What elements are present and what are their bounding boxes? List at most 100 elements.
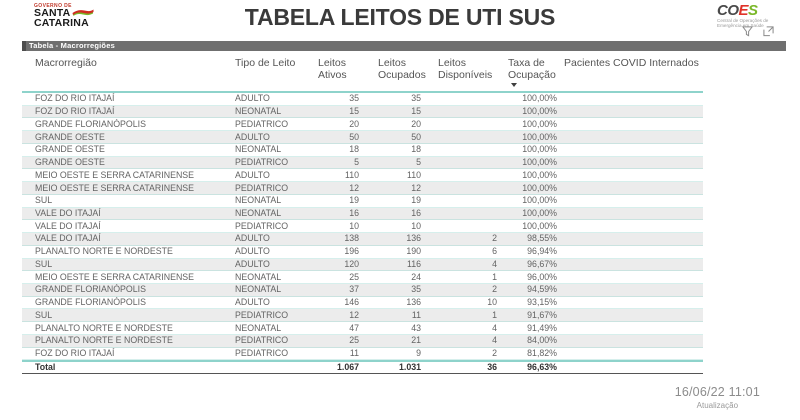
table-row[interactable]: PLANALTO NORTE E NORDESTE ADULTO 196 190…	[22, 246, 703, 259]
cell-taxa-de-ocupacao: 96,94%	[527, 246, 557, 257]
table-row[interactable]: MEIO OESTE E SERRA CATARINENSE ADULTO 11…	[22, 169, 703, 183]
column-header-taxa-label: Taxa de Ocupação	[508, 57, 556, 81]
cell-macrorregiao: PLANALTO NORTE E NORDESTE	[35, 246, 173, 257]
coes-wordmark: COES	[717, 3, 775, 18]
cell-leitos-ativos: 196	[344, 246, 359, 257]
cell-leitos-ativos: 138	[344, 233, 359, 244]
cell-leitos-ativos: 50	[349, 131, 359, 142]
table-row[interactable]: FOZ DO RIO ITAJAÍ NEONATAL 15 15 100,00%	[22, 105, 703, 119]
table-row[interactable]: GRANDE OESTE NEONATAL 18 18 100,00%	[22, 144, 703, 157]
table-row[interactable]: PLANALTO NORTE E NORDESTE PEDIATRICO 25 …	[22, 334, 703, 348]
table-row[interactable]: MEIO OESTE E SERRA CATARINENSE NEONATAL …	[22, 271, 703, 285]
cell-taxa-de-ocupacao: 98,55%	[527, 233, 557, 244]
governo-santa-catarina-logo: GOVERNO DE SANTA CATARINA	[34, 3, 124, 28]
column-header-macrorregiao[interactable]: Macrorregião	[35, 57, 97, 69]
cell-tipo-de-leito: PEDIATRICO	[235, 348, 289, 359]
cell-leitos-ativos: 12	[349, 182, 359, 193]
cell-macrorregiao: VALE DO ITAJAÍ	[35, 233, 101, 244]
cell-leitos-ativos: 35	[349, 93, 359, 104]
cell-leitos-ativos: 10	[349, 220, 359, 231]
cell-taxa-de-ocupacao: 100,00%	[522, 169, 557, 180]
cell-macrorregiao: VALE DO ITAJAÍ	[35, 220, 101, 231]
table-row[interactable]: GRANDE FLORIANÓPOLIS PEDIATRICO 20 20 10…	[22, 118, 703, 132]
filter-icon[interactable]	[742, 26, 753, 37]
macrorregioes-table: Macrorregião Tipo de Leito Leitos Ativos…	[22, 52, 703, 375]
cell-leitos-disponiveis: 4	[492, 322, 497, 333]
focus-mode-icon[interactable]	[763, 26, 774, 37]
cell-taxa-de-ocupacao: 100,00%	[522, 182, 557, 193]
cell-leitos-ocupados: 12	[411, 182, 421, 193]
table-row[interactable]: VALE DO ITAJAÍ NEONATAL 16 16 100,00%	[22, 207, 703, 221]
table-row[interactable]: SUL ADULTO 120 116 4 96,67%	[22, 258, 703, 272]
cell-leitos-ocupados: 43	[411, 322, 421, 333]
cell-tipo-de-leito: NEONATAL	[235, 271, 282, 282]
cell-tipo-de-leito: NEONATAL	[235, 106, 282, 117]
coes-co: CO	[717, 2, 739, 19]
cell-leitos-ocupados: 35	[411, 284, 421, 295]
table-body: FOZ DO RIO ITAJAÍ ADULTO 35 35 100,00% F…	[22, 93, 703, 361]
cell-macrorregiao: MEIO OESTE E SERRA CATARINENSE	[35, 169, 195, 180]
cell-leitos-disponiveis: 6	[492, 246, 497, 257]
table-row[interactable]: VALE DO ITAJAÍ PEDIATRICO 10 10 100,00%	[22, 220, 703, 234]
cell-taxa-de-ocupacao: 84,00%	[527, 335, 557, 346]
cell-leitos-ocupados: 21	[411, 335, 421, 346]
column-header-leitos-ocupados[interactable]: Leitos Ocupados	[378, 57, 426, 81]
cell-macrorregiao: GRANDE OESTE	[35, 144, 105, 155]
cell-macrorregiao: SUL	[35, 195, 53, 206]
column-header-leitos-ativos[interactable]: Leitos Ativos	[318, 57, 347, 81]
cell-macrorregiao: SUL	[35, 258, 53, 269]
cell-leitos-ativos: 5	[354, 157, 359, 168]
cell-leitos-ocupados: 136	[406, 297, 421, 308]
cell-leitos-ativos: 110	[344, 169, 359, 180]
cell-macrorregiao: GRANDE FLORIANÓPOLIS	[35, 118, 146, 129]
cell-taxa-de-ocupacao: 96,67%	[527, 258, 557, 269]
table-row[interactable]: GRANDE FLORIANÓPOLIS NEONATAL 37 35 2 94…	[22, 284, 703, 297]
coes-logo: COES Central de Operações de Emergência …	[717, 3, 775, 28]
table-row[interactable]: GRANDE FLORIANÓPOLIS ADULTO 146 136 10 9…	[22, 297, 703, 310]
table-row[interactable]: FOZ DO RIO ITAJAÍ PEDIATRICO 11 9 2 81,8…	[22, 348, 703, 361]
gov-logo-top-text: GOVERNO DE	[34, 3, 72, 9]
cell-tipo-de-leito: PEDIATRICO	[235, 118, 289, 129]
column-header-taxa-de-ocupacao[interactable]: Taxa de Ocupação	[502, 52, 562, 91]
cell-leitos-ocupados: 50	[411, 131, 421, 142]
cell-taxa-de-ocupacao: 100,00%	[522, 93, 557, 104]
table-row[interactable]: FOZ DO RIO ITAJAÍ ADULTO 35 35 100,00%	[22, 93, 703, 106]
table-row[interactable]: MEIO OESTE E SERRA CATARINENSE PEDIATRIC…	[22, 182, 703, 195]
update-timestamp: 16/06/22 11:01	[674, 385, 760, 399]
cell-taxa-de-ocupacao: 91,49%	[527, 322, 557, 333]
table-row[interactable]: SUL PEDIATRICO 12 11 1 91,67%	[22, 309, 703, 323]
table-row[interactable]: GRANDE OESTE ADULTO 50 50 100,00%	[22, 131, 703, 144]
cell-leitos-ativos: 47	[349, 322, 359, 333]
cell-leitos-ocupados: 190	[406, 246, 421, 257]
gov-logo-line2: CATARINA	[34, 16, 89, 29]
cell-leitos-disponiveis: 10	[487, 297, 497, 308]
total-taxa-ocupacao: 96,63%	[527, 362, 557, 373]
table-row[interactable]: SUL NEONATAL 19 19 100,00%	[22, 195, 703, 208]
cell-leitos-ocupados: 35	[411, 93, 421, 104]
coes-subtitle-line1: Central de Operações de	[717, 18, 769, 23]
column-header-leitos-disponiveis[interactable]: Leitos Disponíveis	[438, 57, 493, 81]
cell-taxa-de-ocupacao: 94,59%	[527, 284, 557, 295]
cell-tipo-de-leito: PEDIATRICO	[235, 157, 289, 168]
cell-leitos-ativos: 11	[349, 348, 359, 359]
sort-descending-icon	[511, 83, 517, 87]
total-leitos-ativos: 1.067	[336, 362, 359, 373]
cell-leitos-ativos: 120	[344, 258, 359, 269]
cell-tipo-de-leito: ADULTO	[235, 131, 270, 142]
cell-leitos-disponiveis: 1	[492, 309, 497, 320]
coes-s: S	[748, 2, 758, 19]
cell-leitos-ativos: 20	[349, 118, 359, 129]
cell-macrorregiao: SUL	[35, 309, 53, 320]
cell-tipo-de-leito: NEONATAL	[235, 144, 282, 155]
table-total-row: Total 1.067 1.031 36 96,63%	[22, 360, 703, 375]
cell-leitos-disponiveis: 2	[492, 284, 497, 295]
cell-macrorregiao: MEIO OESTE E SERRA CATARINENSE	[35, 271, 195, 282]
cell-leitos-ativos: 25	[349, 271, 359, 282]
column-header-tipo-de-leito[interactable]: Tipo de Leito	[235, 57, 296, 69]
table-row[interactable]: VALE DO ITAJAÍ ADULTO 138 136 2 98,55%	[22, 233, 703, 246]
table-row[interactable]: PLANALTO NORTE E NORDESTE NEONATAL 47 43…	[22, 322, 703, 335]
cell-macrorregiao: FOZ DO RIO ITAJAÍ	[35, 106, 115, 117]
table-row[interactable]: GRANDE OESTE PEDIATRICO 5 5 100,00%	[22, 156, 703, 170]
cell-leitos-disponiveis: 2	[492, 233, 497, 244]
column-header-pacientes-covid[interactable]: Pacientes COVID Internados	[564, 57, 699, 69]
